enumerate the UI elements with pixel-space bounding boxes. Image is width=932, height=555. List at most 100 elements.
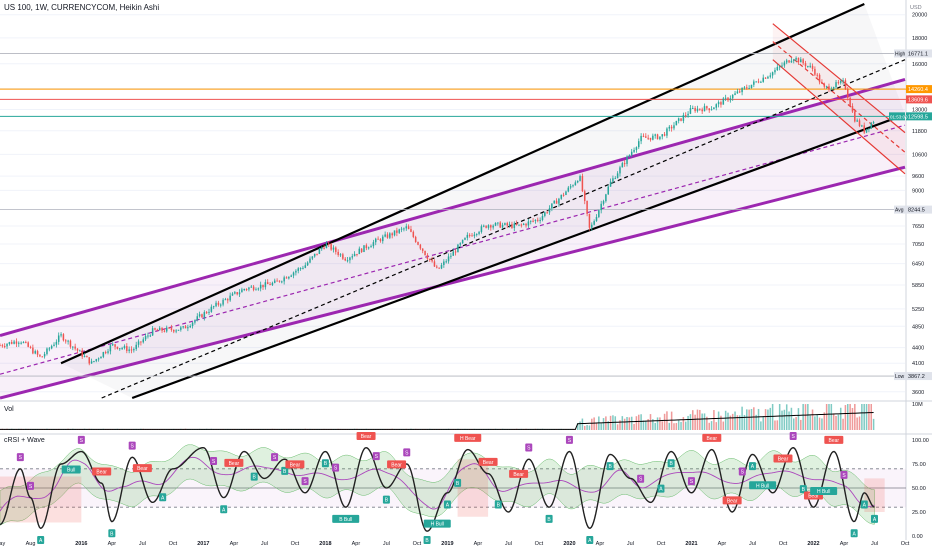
candle-body [168,328,170,329]
candle-body [79,350,81,351]
candle-body [234,292,236,294]
price-tick-label: 9000 [912,188,924,194]
volume-bar [779,404,781,430]
candle-body [643,136,645,137]
price-tick-label: 3600 [912,390,924,396]
volume-bar [838,415,840,430]
time-tick-label: 2016 [75,541,87,547]
candle-body [690,108,692,114]
volume-bar [831,404,833,430]
volume-bar [624,419,626,430]
candle-body [676,121,678,125]
time-tick-label: Oct [535,541,544,547]
candle-body [650,138,652,140]
candle-body [131,349,133,350]
volume-bar [788,411,790,430]
candle-body [189,326,191,327]
volume-bar [727,413,729,430]
candle-body [46,348,48,354]
volume-bar [638,415,640,430]
volume-bar [708,423,710,430]
candle-body [377,239,379,240]
candle-body [180,327,182,329]
candle-body [420,245,422,249]
candle-body [192,323,194,326]
candle-body [436,267,438,268]
candle-body [382,237,384,241]
candle-body [67,341,69,342]
candle-body [295,271,297,273]
wave-cloud-red [0,476,81,522]
candle-body [117,347,119,349]
volume-bar [760,421,762,430]
candle-body [255,289,257,290]
candle-body [269,284,271,285]
candle-body [577,181,579,182]
candle-body [842,80,844,81]
candle-body [175,330,177,331]
candle-body [9,342,11,344]
candle-body [323,248,325,249]
volume-bar [699,410,701,430]
volume-bar [812,409,814,430]
volume-bar [584,426,586,430]
candle-body [58,335,60,341]
volume-bar [774,420,776,430]
volume-bar [582,419,584,430]
candle-body [347,260,349,261]
candle-body [561,195,563,199]
crsi-tick-label: 25.00 [912,510,926,516]
candle-body [723,98,725,104]
volume-bar [603,418,605,430]
candle-body [737,91,739,93]
candle-body [243,289,245,290]
candle-body [760,82,762,83]
volume-bar [765,409,767,430]
crsi-signal-label: S [129,442,136,450]
time-tick-label: Oct [657,541,666,547]
crsi-signal-label: Bear [773,455,792,463]
crsi-signal-label: A [220,505,227,513]
candle-body [77,349,79,351]
candle-body [856,120,858,121]
candle-body [91,361,93,363]
volume-bar [868,404,870,430]
candle-body [720,102,722,105]
crsi-signal-label: B [251,473,258,481]
candle-body [636,147,638,150]
candle-body [758,81,760,82]
candle-body [732,95,734,98]
volume-bar [852,408,854,430]
time-tick-label: May [0,541,5,547]
time-tick-label: Jul [383,541,390,547]
candle-body [854,112,856,122]
crsi-signal-label: S [525,444,532,452]
candle-body [866,129,868,133]
volume-bar [753,407,755,430]
candle-body [542,216,544,220]
candle-body [819,75,821,82]
volume-bar [845,405,847,430]
candle-body [84,356,86,357]
volume-bar [596,423,598,430]
candle-body [661,134,663,136]
crsi-signal-label: Bear [224,459,243,467]
signal-text: Bear [137,466,148,472]
candle-body [356,254,358,255]
candle-body [861,125,863,126]
volume-bar [697,410,699,430]
time-axis[interactable]: MayAug2016AprJulOct2017AprJulOct2018AprJ… [0,541,910,547]
candle-body [478,232,480,234]
candle-body [772,72,774,75]
volume-bar [645,421,647,430]
candle-body [755,81,757,82]
candle-body [229,296,231,301]
candle-body [286,277,288,278]
candle-body [448,256,450,261]
candle-body [319,249,321,254]
volume-bar [678,420,680,430]
candle-body [18,343,20,344]
crsi-signal-label: S [739,468,746,476]
candle-body [779,66,781,67]
